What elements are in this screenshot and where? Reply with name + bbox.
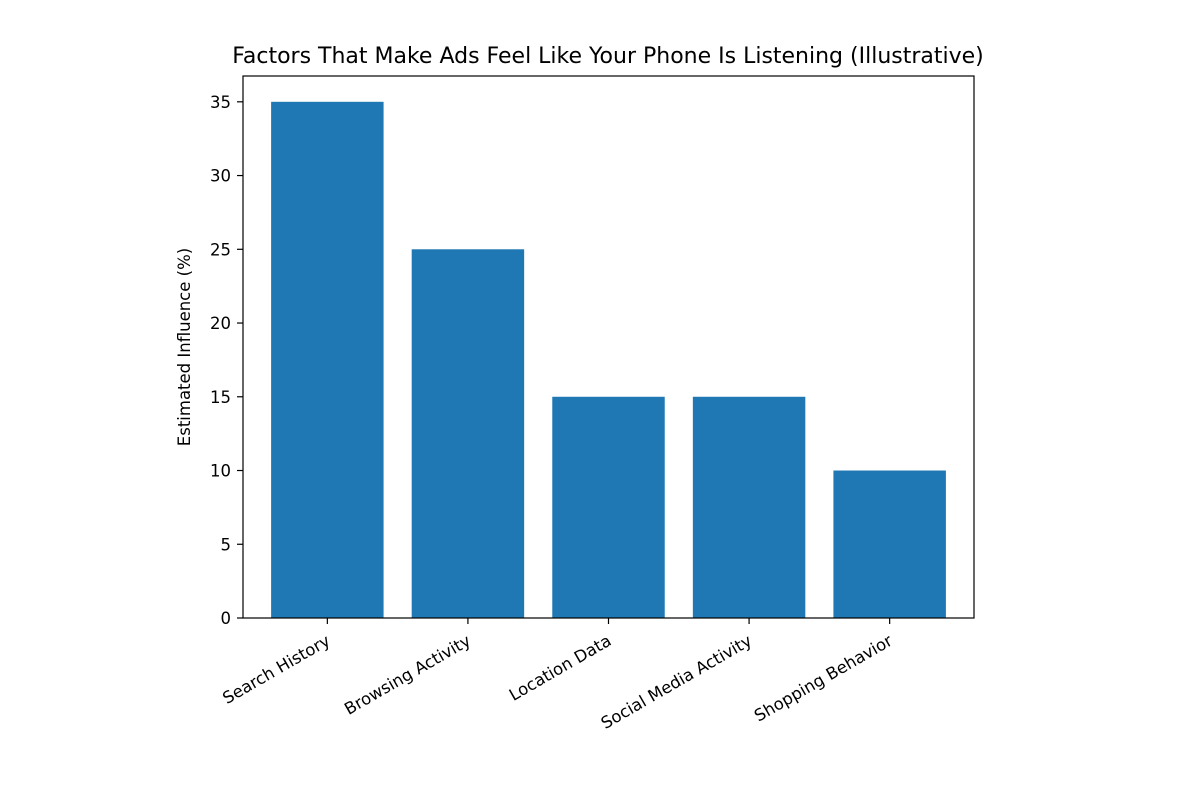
x-tick-label: Location Data	[506, 631, 615, 705]
y-axis-label: Estimated Influence (%)	[175, 248, 194, 446]
bar-shopping-behavior	[833, 470, 946, 618]
y-tick-label: 0	[221, 609, 232, 628]
x-tick-label: Browsing Activity	[341, 631, 474, 719]
x-axis: Search History Browsing Activity Location …	[219, 618, 896, 733]
y-tick-label: 15	[210, 388, 231, 407]
x-tick-label: Social Media Activity	[598, 631, 756, 733]
bar-browsing-activity	[411, 249, 525, 618]
bar-search-history	[271, 101, 384, 619]
y-tick-label: 25	[210, 240, 231, 259]
x-tick-label: Search History	[219, 631, 333, 708]
y-axis: 0 5 10 15 20 25 30 35	[210, 93, 243, 628]
chart-title: Factors That Make Ads Feel Like Your Pho…	[232, 44, 984, 69]
y-tick-label: 10	[210, 462, 231, 481]
y-tick-label: 5	[221, 535, 232, 554]
y-tick-label: 35	[210, 93, 231, 112]
bars-group	[271, 101, 946, 619]
y-tick-label: 30	[210, 167, 231, 186]
x-tick-label: Shopping Behavior	[751, 631, 896, 726]
bar-location-data	[552, 396, 665, 618]
y-tick-label: 20	[210, 314, 231, 333]
bar-social-media-activity	[692, 396, 806, 618]
